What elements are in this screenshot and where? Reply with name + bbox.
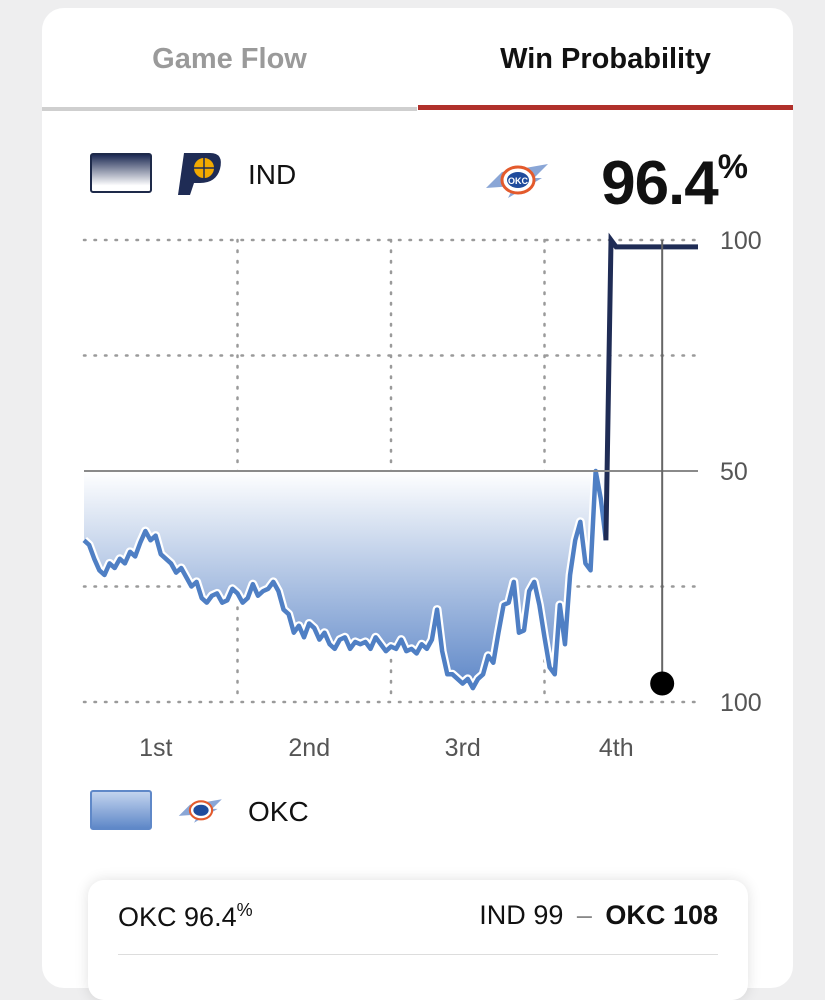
summary-win-pct: OKC 96.4%: [118, 900, 253, 933]
x-tick-label-1: 2nd: [288, 734, 330, 762]
y-tick-label-2: 100: [720, 689, 762, 717]
y-tick-label-1: 50: [720, 458, 748, 486]
top-team-abbr: IND: [248, 159, 297, 190]
home-score: 108: [672, 900, 718, 930]
summary-team: OKC: [118, 902, 177, 932]
thunder-logo-icon: [178, 799, 222, 823]
win-probability-chart: 100 50 100 1st 2nd 3rd 4th: [80, 227, 762, 762]
tab-game-flow[interactable]: Game Flow: [152, 42, 307, 75]
pacers-logo-icon: [178, 153, 221, 195]
tab-divider: [42, 107, 417, 111]
bottom-team-abbr: OKC: [248, 796, 309, 827]
leader-pct-symbol: %: [717, 148, 748, 187]
x-tick-label-3: 4th: [599, 734, 634, 762]
tab-bar: Game Flow Win Probability: [42, 8, 793, 111]
win-probability-card: Game Flow Win Probability IND OKC 96.4% …: [42, 8, 793, 988]
tab-win-probability[interactable]: Win Probability: [500, 42, 711, 75]
y-tick-label-0: 100: [720, 227, 762, 255]
summary-pct-symbol: %: [236, 900, 253, 920]
okc-area-fill: [84, 471, 606, 689]
x-tick-label-2: 3rd: [445, 734, 481, 762]
leader-pct-value: 96.4: [601, 149, 719, 218]
away-score: 99: [533, 900, 564, 930]
time-marker-dot: [650, 671, 675, 696]
ind-color-swatch: [90, 153, 152, 193]
summary-score: IND 99 – OKC 108: [479, 900, 718, 931]
leader-win-pct: 96.4%: [601, 148, 748, 219]
tab-active-indicator: [418, 105, 793, 110]
svg-text:OKC: OKC: [508, 176, 529, 186]
okc-line: [82, 468, 609, 691]
game-summary-card[interactable]: OKC 96.4% IND 99 – OKC 108: [88, 880, 748, 1000]
score-dash: –: [576, 900, 592, 930]
okc-color-swatch: [90, 790, 152, 830]
home-team: OKC: [605, 900, 666, 930]
summary-pct: 96.4: [184, 902, 237, 932]
away-team: IND: [479, 900, 526, 930]
ind-line: [603, 232, 698, 541]
legend-top-team: IND: [42, 153, 793, 213]
x-tick-label-0: 1st: [139, 734, 172, 762]
leader-thunder-logo-icon: OKC: [486, 164, 548, 198]
summary-divider: [118, 954, 718, 955]
legend-bottom-team: OKC: [42, 790, 793, 850]
